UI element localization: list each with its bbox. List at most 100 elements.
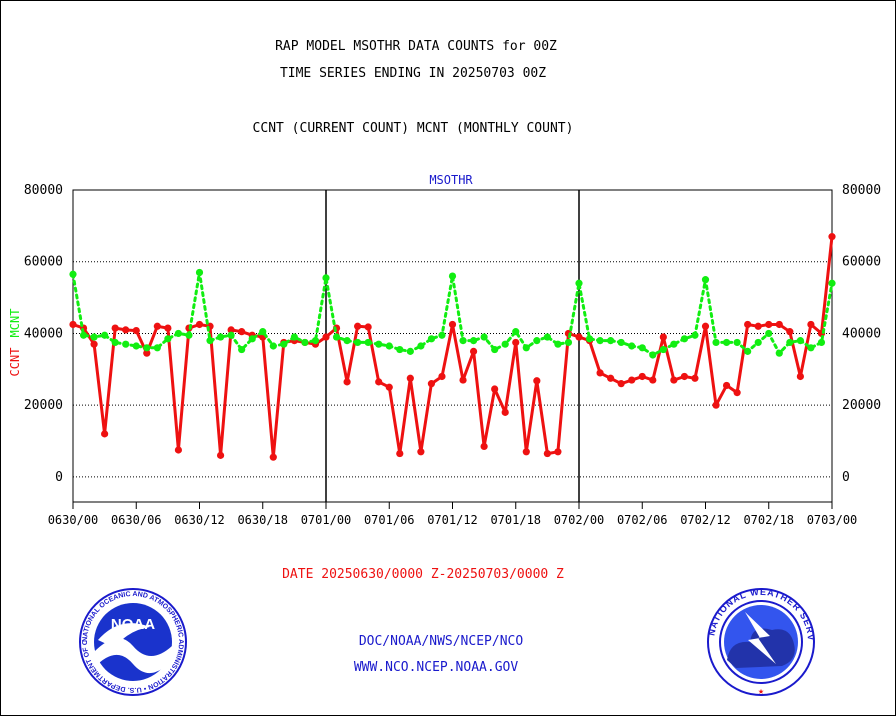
data-point-mcnt xyxy=(617,338,625,347)
data-point-mcnt xyxy=(564,338,573,347)
data-point-mcnt xyxy=(385,342,393,350)
data-point-ccnt xyxy=(111,324,119,332)
org-label: DOC/NOAA/NWS/NCEP/NCO xyxy=(359,634,524,649)
data-point-ccnt xyxy=(512,338,520,347)
data-point-ccnt xyxy=(122,326,130,334)
data-point-ccnt xyxy=(396,449,404,458)
data-point-mcnt xyxy=(775,349,783,357)
data-point-mcnt xyxy=(680,335,689,343)
data-point-mcnt xyxy=(754,338,762,347)
nws-star-icon: ★ xyxy=(758,686,764,697)
data-point-mcnt xyxy=(206,337,214,345)
y-axis-label-mcnt: MCNT xyxy=(8,309,22,338)
data-point-ccnt xyxy=(164,324,172,332)
y-tick-label-left: 20000 xyxy=(24,398,63,413)
data-point-mcnt xyxy=(427,335,436,343)
data-point-ccnt xyxy=(354,322,362,330)
data-point-mcnt xyxy=(596,337,604,345)
data-point-mcnt xyxy=(406,347,414,355)
data-point-ccnt xyxy=(385,383,393,391)
data-point-mcnt xyxy=(375,340,383,348)
data-point-ccnt xyxy=(607,374,615,382)
x-tick-label: 0630/12 xyxy=(174,513,225,527)
data-point-mcnt xyxy=(744,347,752,355)
data-point-ccnt xyxy=(101,430,109,438)
title-line-1: RAP MODEL MSOTHR DATA COUNTS for 00Z xyxy=(275,39,557,54)
data-point-ccnt xyxy=(90,340,98,348)
data-point-mcnt xyxy=(480,333,488,341)
data-point-ccnt xyxy=(828,233,836,241)
data-point-ccnt xyxy=(670,376,678,384)
data-point-mcnt xyxy=(712,338,720,347)
data-point-ccnt xyxy=(438,372,446,381)
data-point-mcnt xyxy=(817,338,826,347)
data-point-mcnt xyxy=(322,274,330,282)
data-point-mcnt xyxy=(332,333,341,341)
data-point-mcnt xyxy=(469,337,478,345)
website-label: WWW.NCO.NCEP.NOAA.GOV xyxy=(354,660,519,675)
x-tick-label: 0701/12 xyxy=(427,513,478,527)
data-point-mcnt xyxy=(828,279,836,287)
data-point-ccnt xyxy=(543,449,551,458)
data-point-mcnt xyxy=(585,335,594,343)
data-point-ccnt xyxy=(533,377,541,385)
data-point-mcnt xyxy=(269,342,277,350)
data-point-ccnt xyxy=(744,320,752,329)
data-point-mcnt xyxy=(786,338,794,347)
data-point-mcnt xyxy=(649,351,657,359)
plot-area: 0 0 20000 20000 40000 40000 60000 60000 80000 800… xyxy=(24,183,881,527)
x-tick-label: 0702/18 xyxy=(743,513,794,527)
data-point-mcnt xyxy=(301,338,309,347)
x-tick-label: 0630/00 xyxy=(48,513,99,527)
data-point-mcnt xyxy=(69,270,77,278)
data-point-ccnt xyxy=(712,401,720,409)
data-point-mcnt xyxy=(174,329,183,338)
data-point-ccnt xyxy=(638,372,646,381)
data-point-ccnt xyxy=(238,328,246,336)
data-point-ccnt xyxy=(375,378,383,386)
data-point-ccnt xyxy=(227,326,235,334)
x-tick-label: 0701/06 xyxy=(364,513,415,527)
data-point-mcnt xyxy=(459,337,467,345)
data-point-mcnt xyxy=(554,340,562,348)
data-point-ccnt xyxy=(754,322,762,330)
data-point-mcnt xyxy=(248,335,256,343)
data-point-mcnt xyxy=(807,344,815,352)
data-point-ccnt xyxy=(775,320,783,329)
data-point-ccnt xyxy=(796,372,804,381)
data-point-mcnt xyxy=(195,268,204,277)
y-tick-label-left: 0 xyxy=(55,470,63,485)
y-axis-label-ccnt: CCNT xyxy=(8,348,22,377)
data-point-mcnt xyxy=(185,331,193,339)
data-point-mcnt xyxy=(448,272,457,280)
data-point-ccnt xyxy=(448,320,457,329)
data-point-mcnt xyxy=(659,345,667,354)
y-tick-label-left: 60000 xyxy=(24,255,63,270)
series-line-ccnt xyxy=(72,236,834,459)
data-point-mcnt xyxy=(164,335,172,343)
data-point-ccnt xyxy=(765,320,773,329)
data-point-mcnt xyxy=(153,344,161,352)
data-point-mcnt xyxy=(522,344,530,352)
chart-subtitle: CCNT (CURRENT COUNT) MCNT (MONTHLY COUNT… xyxy=(253,121,574,136)
data-point-ccnt xyxy=(322,333,330,341)
noaa-logo-label: NOAA xyxy=(111,616,155,633)
data-point-ccnt xyxy=(459,376,467,384)
data-point-ccnt xyxy=(691,374,699,382)
data-point-mcnt xyxy=(575,279,583,287)
x-tick-label: 0630/06 xyxy=(111,513,162,527)
data-point-mcnt xyxy=(143,344,151,352)
y-tick-label-right: 40000 xyxy=(842,326,881,341)
data-point-ccnt xyxy=(406,374,414,382)
data-point-ccnt xyxy=(216,451,225,459)
x-tick-label: 0702/00 xyxy=(554,513,605,527)
data-point-mcnt xyxy=(132,342,140,350)
data-point-ccnt xyxy=(659,333,667,341)
data-point-ccnt xyxy=(195,320,204,329)
data-point-mcnt xyxy=(90,333,98,341)
data-point-mcnt xyxy=(638,344,646,352)
data-point-mcnt xyxy=(491,345,499,354)
data-point-mcnt xyxy=(311,337,320,345)
x-tick-label: 0703/00 xyxy=(807,513,858,527)
nws-ring-text: NATIONAL WEATHER SERVICE xyxy=(0,0,815,642)
